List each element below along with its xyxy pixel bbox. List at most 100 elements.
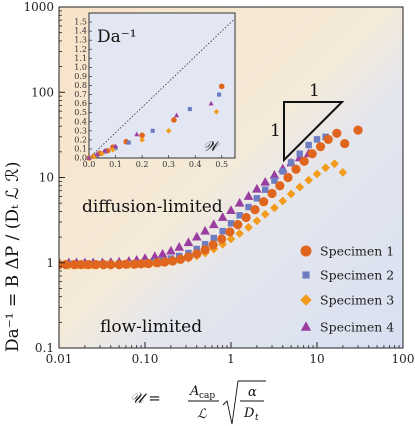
data-point-triangle: [191, 231, 202, 241]
data-point-triangle: [260, 176, 271, 186]
inset-y-tick-label: 1.1: [74, 54, 87, 63]
inset-y-tick-label: 0.7: [74, 90, 87, 99]
x-label-root-denominator: D: [243, 406, 255, 421]
data-point-square: [261, 186, 269, 193]
data-point-circle: [315, 142, 326, 152]
inset-point-triangle: [174, 112, 180, 118]
data-point-circle: [76, 260, 86, 270]
inset-xlabel: 𝒲: [203, 139, 221, 155]
data-point-square: [287, 159, 295, 166]
data-point-circle: [114, 260, 124, 270]
data-point-diamond: [260, 209, 270, 219]
y-tick-label: 1: [46, 256, 54, 270]
x-label-numerator-sub: cap: [199, 391, 215, 401]
data-point-circle: [250, 205, 260, 215]
data-point-square: [219, 227, 226, 235]
data-point-square: [313, 136, 321, 143]
inset-y-tick-label: 0.5: [74, 108, 87, 117]
data-point-triangle: [252, 183, 262, 193]
inset-frame: [88, 12, 236, 159]
inset-point-diamond: [110, 147, 116, 153]
data-point-circle: [208, 240, 218, 250]
inset-point-square: [150, 128, 155, 133]
data-point-square: [253, 195, 261, 202]
inset-point-square: [113, 145, 118, 151]
data-point-circle: [176, 254, 186, 264]
x-axis-label: 𝒰 = A cap ℒ α D t: [130, 380, 266, 425]
data-point-circle: [91, 260, 101, 270]
data-point-circle: [267, 188, 277, 199]
data-point-triangle: [174, 241, 185, 251]
slope-triangle: 1 1: [270, 81, 345, 163]
data-point-diamond: [304, 175, 314, 185]
data-point-triangle: [208, 219, 219, 229]
inset-point-circle: [171, 117, 177, 123]
data-point-triangle: [200, 225, 210, 235]
data-point-square: [305, 141, 312, 149]
data-point-diamond: [330, 159, 339, 169]
region-label-lower: flow-limited: [100, 317, 202, 337]
legend-label: Specimen 3: [320, 293, 394, 308]
x-label-numerator: A: [189, 384, 199, 399]
data-point-diamond: [270, 203, 279, 213]
region-label-upper: diffusion-limited: [82, 197, 223, 217]
inset-y-tick-label: 0.2: [74, 135, 87, 144]
y-tick-label: 1000: [23, 0, 54, 14]
inset-point-square: [126, 140, 131, 145]
inset-point-diamond: [165, 128, 172, 134]
data-point-circle: [200, 245, 210, 255]
data-point-circle: [136, 259, 146, 269]
data-point-triangle: [269, 170, 280, 179]
inset-y-tick-label: 1.2: [74, 45, 87, 54]
inset-y-tick-label: 0.6: [74, 99, 87, 108]
legend: Specimen 1 Specimen 2 Specimen 3 Specimen 4: [300, 244, 394, 335]
data-point-triangle: [157, 248, 168, 258]
inset-chart: 0.0 0.1 0.2 0.3 0.4 0.50.00.10.20.30.40.50.60…: [74, 12, 236, 169]
x-tick-label: 1: [227, 352, 235, 366]
inset-y-tick-label: 0.1: [74, 144, 87, 153]
data-point-circle: [61, 260, 71, 270]
inset-point-diamond: [91, 153, 98, 159]
data-point-circle: [291, 164, 301, 174]
data-point-circle: [283, 172, 293, 183]
data-point-square: [271, 177, 278, 184]
data-point-diamond: [295, 182, 305, 192]
inset-point-diamond: [99, 150, 106, 157]
data-point-circle: [332, 128, 342, 138]
data-point-circle: [83, 260, 94, 270]
data-point-circle: [168, 256, 178, 266]
data-point-triangle: [166, 245, 176, 255]
data-point-triangle: [234, 197, 245, 207]
inset-y-tick-label: 1.3: [74, 36, 87, 45]
data-point-triangle: [149, 251, 160, 261]
data-point-square: [193, 245, 201, 253]
y-tick-label: 0.1: [35, 341, 54, 355]
inset-x-tick-label: 0.5: [215, 160, 228, 169]
data-point-diamond: [244, 223, 253, 232]
data-point-square: [236, 212, 243, 219]
legend-label: Specimen 2: [320, 268, 394, 283]
x-label-root-numerator: α: [248, 385, 257, 400]
inset-point-circle: [139, 132, 145, 139]
data-point-square: [245, 203, 252, 211]
x-tick-label: 0.10: [132, 352, 159, 366]
x-tick-label: 100: [392, 352, 415, 366]
legend-marker-square: [302, 271, 310, 279]
inset-y-tick-label: 0.9: [74, 72, 87, 81]
x-tick-label: 0.01: [46, 352, 73, 366]
x-label-denominator: ℒ: [197, 407, 207, 422]
inset-y-tick-label: 1.0: [74, 63, 87, 72]
inset-y-tick-label: 0.4: [74, 117, 87, 126]
inset-x-tick-label: 0.0: [83, 160, 96, 169]
x-label-root-denominator-sub: t: [255, 413, 259, 423]
data-point-circle: [121, 259, 131, 269]
inset-y-tick-label: 0.8: [74, 81, 87, 90]
legend-label: Specimen 4: [320, 320, 394, 335]
data-point-circle: [225, 227, 235, 237]
data-point-circle: [217, 234, 227, 244]
data-point-triangle: [183, 237, 194, 247]
data-point-circle: [259, 197, 269, 207]
data-point-circle: [323, 134, 333, 144]
data-point-square: [210, 234, 217, 242]
inset-point-triangle: [208, 100, 214, 106]
